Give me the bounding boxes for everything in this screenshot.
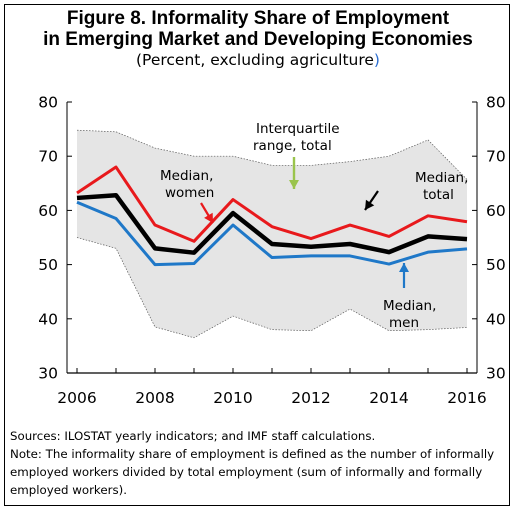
y-tick-label-left: 30 [38,365,58,383]
figure-title: Figure 8. Informality Share of Employmen… [5,8,511,50]
note-text: Note: The informality share of employmen… [10,447,495,497]
series-line-total [76,192,468,255]
series-layer [76,165,468,267]
annotation-women-line1: Median, [160,168,213,184]
axis-layer: 30 30 40 40 50 50 60 60 70 70 80 80 2006 2008 2010 2012… [38,94,505,408]
arrow-iqr-head [289,180,299,189]
iqr-band [77,130,467,338]
iqr-upper-edge [76,129,468,180]
y-tick-label-left: 60 [38,202,58,220]
x-tick-label: 2016 [447,389,486,407]
y-tick-label-right: 80 [486,94,506,112]
arrow-women-head [204,212,213,223]
y-tick-label-right: 40 [486,310,506,328]
chart: 30 30 40 40 50 50 60 60 70 70 80 80 2006 2008 2010 2012… [38,94,505,408]
y-tick-label-right: 70 [486,148,506,166]
annotation-total-line2: total [423,187,454,203]
series-line-men [76,200,468,267]
annotation-men-line1: Median, [383,298,436,314]
y-tick-label-left: 70 [38,148,58,166]
annotation-women-line2: women [165,185,214,201]
subtitle-main: (Percent, excluding agriculture [136,51,374,69]
series-line-women [76,165,468,243]
arrow-total-head [365,199,375,210]
annotation-layer: Median, women Interquartile range, total… [160,121,468,331]
arrow-men-head [399,263,409,272]
figure-subtitle: (Percent, excluding agriculture) [5,51,511,69]
figure-title-line2: in Emerging Market and Developing Econom… [43,29,473,50]
figure-frame: Figure 8. Informality Share of Employmen… [4,4,510,506]
annotation-iqr-line2: range, total [253,138,332,154]
x-tick-label: 2012 [291,389,330,407]
figure-notes: Sources: ILOSTAT yearly indicators; and … [10,427,508,499]
annotation-men-line2: men [389,315,419,331]
annotation-iqr-line1: Interquartile [256,121,340,137]
y-tick-label-left: 50 [38,256,58,274]
y-tick-label-right: 50 [486,256,506,274]
figure-title-line1: Figure 8. Informality Share of Employmen… [66,8,450,29]
x-tick-label: 2006 [57,389,96,407]
y-tick-label-right: 30 [486,365,506,383]
x-tick-label: 2008 [135,389,174,407]
subtitle-end: ) [373,51,380,69]
sources-text: Sources: ILOSTAT yearly indicators; and … [10,429,376,443]
y-tick-label-left: 80 [38,94,58,112]
x-tick-label: 2010 [213,389,252,407]
band-layer [76,129,468,339]
y-tick-label-left: 40 [38,310,58,328]
annotation-total-line1: Median, [415,170,468,186]
x-tick-label: 2014 [369,389,408,407]
y-tick-label-right: 60 [486,202,506,220]
